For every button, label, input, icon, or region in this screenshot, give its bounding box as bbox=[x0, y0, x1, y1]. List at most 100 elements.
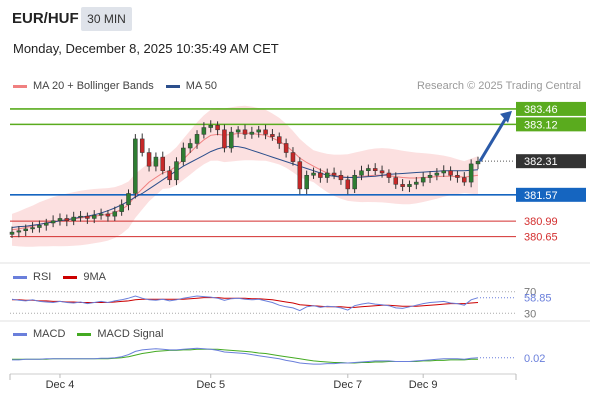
level-label-4: 380.65 bbox=[524, 232, 558, 244]
candle-body-4 bbox=[37, 225, 42, 228]
timeframe-badge[interactable]: 30 MIN bbox=[81, 7, 132, 31]
candle-body-32 bbox=[229, 131, 234, 149]
legend-item-macd: MACD bbox=[13, 328, 65, 340]
candle-body-62 bbox=[434, 172, 440, 176]
candle-body-28 bbox=[201, 127, 207, 135]
candle-body-51 bbox=[359, 170, 364, 176]
rsi-tick-1: 30 bbox=[524, 308, 536, 320]
candle-body-54 bbox=[379, 170, 385, 174]
price-legend: MA 20 + Bollinger Bands MA 50 bbox=[13, 80, 229, 92]
candle-body-14 bbox=[105, 213, 111, 217]
candle-body-7 bbox=[57, 218, 63, 221]
level-tag-2 bbox=[516, 187, 586, 202]
candle-body-52 bbox=[366, 168, 371, 171]
candle-body-26 bbox=[187, 143, 193, 149]
candle-body-3 bbox=[30, 227, 35, 230]
level-label-2: 381.57 bbox=[524, 190, 558, 202]
candle-body-42 bbox=[297, 161, 303, 190]
rsi-line bbox=[11, 295, 479, 312]
candle-body-68 bbox=[475, 160, 481, 165]
candle-body-60 bbox=[420, 177, 426, 183]
legend-label-macd: MACD bbox=[33, 328, 66, 340]
legend-swatch-macd bbox=[13, 332, 27, 336]
level-label-1: 383.12 bbox=[524, 119, 558, 131]
last-price-label: 382.31 bbox=[524, 156, 558, 168]
candle-body-29 bbox=[208, 125, 213, 128]
candle-body-38 bbox=[270, 134, 275, 137]
candle-body-36 bbox=[256, 129, 261, 133]
chart-header: EUR/HUF 30 MIN bbox=[0, 0, 590, 40]
candle-body-45 bbox=[318, 172, 323, 178]
legend-item-rsi-ma: 9MA bbox=[63, 271, 106, 283]
candle-body-41 bbox=[290, 152, 296, 162]
legend-swatch-rsi-ma bbox=[63, 275, 78, 279]
legend-swatch-macd-signal bbox=[77, 332, 92, 336]
candle-body-24 bbox=[174, 161, 179, 181]
legend-label-rsi: RSI bbox=[33, 271, 52, 283]
candle-body-35 bbox=[249, 131, 255, 135]
candle-body-18 bbox=[133, 138, 138, 194]
candle-body-44 bbox=[311, 172, 316, 176]
candle-body-19 bbox=[139, 138, 145, 153]
candle-body-39 bbox=[277, 136, 282, 144]
candle-body-64 bbox=[448, 170, 453, 176]
candle-body-23 bbox=[167, 170, 172, 181]
level-tag-0 bbox=[516, 101, 586, 116]
candle-body-43 bbox=[304, 175, 309, 190]
candle-body-20 bbox=[146, 152, 152, 167]
candle-body-8 bbox=[64, 218, 70, 221]
candle-body-34 bbox=[242, 129, 248, 135]
candle-body-63 bbox=[441, 170, 446, 174]
candle-body-25 bbox=[181, 147, 186, 162]
candle-body-46 bbox=[324, 172, 330, 178]
candle-body-61 bbox=[427, 175, 433, 178]
candle-body-5 bbox=[44, 222, 49, 226]
legend-swatch-ma20 bbox=[13, 84, 27, 88]
candle-body-13 bbox=[98, 213, 104, 216]
forecast-arrow-head bbox=[500, 110, 512, 123]
candle-body-65 bbox=[455, 175, 460, 178]
level-label-3: 380.99 bbox=[524, 216, 558, 228]
candle-body-10 bbox=[78, 215, 83, 218]
candle-body-48 bbox=[338, 175, 344, 181]
level-label-0: 383.46 bbox=[524, 104, 558, 116]
candle-body-57 bbox=[400, 184, 405, 187]
candle-body-67 bbox=[468, 163, 474, 183]
research-credit: Research © 2025 Trading Central bbox=[416, 80, 581, 92]
x-tick-label-3: Dec 9 bbox=[409, 379, 438, 391]
macd-last-value: 0.02 bbox=[524, 353, 545, 365]
candle-body-58 bbox=[407, 184, 412, 187]
candle-body-12 bbox=[91, 215, 97, 219]
candle-body-55 bbox=[386, 172, 392, 178]
timestamp: Monday, December 8, 2025 10:35:49 AM CET bbox=[13, 41, 279, 56]
candle-body-22 bbox=[160, 156, 166, 171]
rsi-ma-line bbox=[12, 297, 479, 308]
macd-line bbox=[12, 347, 479, 365]
candle-body-30 bbox=[215, 125, 220, 131]
candle-body-66 bbox=[462, 177, 467, 183]
candle-body-21 bbox=[153, 156, 159, 167]
candle-body-17 bbox=[126, 193, 131, 206]
candle-body-53 bbox=[372, 168, 378, 171]
legend-label-ma20: MA 20 + Bollinger Bands bbox=[33, 80, 154, 92]
ma50-line bbox=[11, 145, 479, 228]
legend-item-macd-signal: MACD Signal bbox=[77, 328, 163, 340]
candle-body-37 bbox=[263, 129, 268, 135]
legend-item-ma50: MA 50 bbox=[165, 80, 217, 92]
x-tick-label-1: Dec 5 bbox=[196, 379, 225, 391]
candle-body-56 bbox=[393, 177, 399, 185]
candle-body-0 bbox=[9, 231, 15, 235]
candle-body-47 bbox=[331, 172, 337, 176]
candle-body-6 bbox=[50, 220, 56, 224]
rsi-legend: RSI 9MA bbox=[13, 271, 118, 283]
candle-body-27 bbox=[194, 134, 200, 144]
candle-body-1 bbox=[16, 230, 22, 233]
level-tag-1 bbox=[516, 117, 586, 132]
candle-body-9 bbox=[71, 216, 76, 221]
legend-swatch-ma50 bbox=[165, 84, 180, 88]
candle-body-16 bbox=[119, 204, 124, 212]
macd-signal-line bbox=[12, 348, 478, 364]
legend-label-macd-signal: MACD Signal bbox=[97, 328, 164, 340]
last-price-tag bbox=[516, 154, 586, 169]
